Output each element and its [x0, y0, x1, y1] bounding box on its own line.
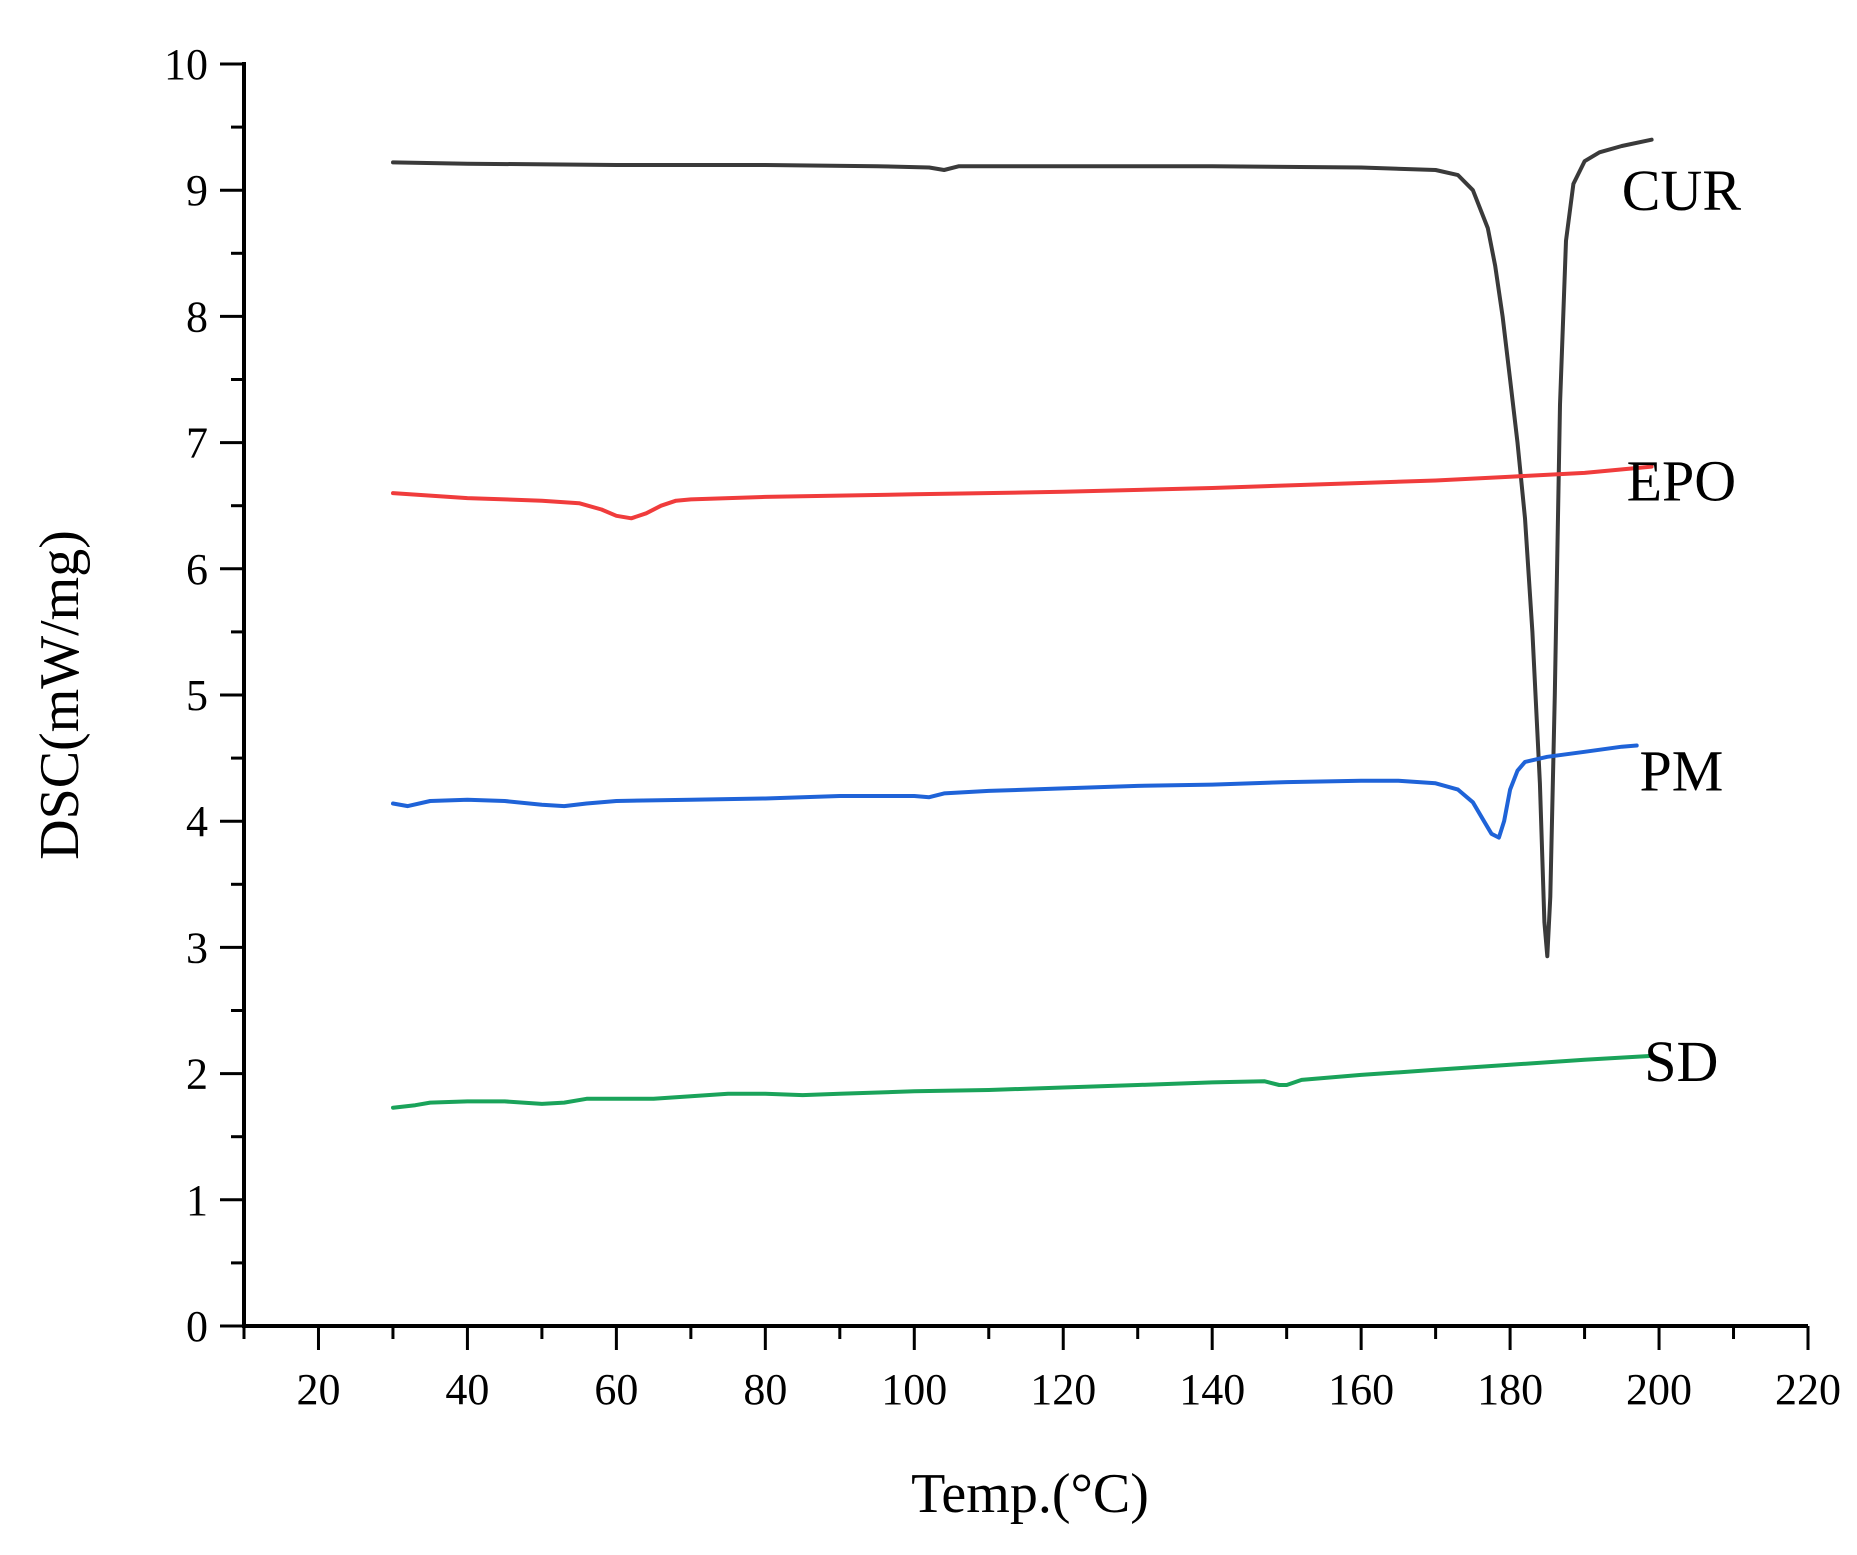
- y-tick-label: 4: [186, 797, 208, 846]
- y-tick-label: 9: [186, 166, 208, 215]
- axes: [242, 62, 1808, 1328]
- y-tick-label: 2: [186, 1050, 208, 1099]
- series-lines: [391, 137, 1654, 1110]
- x-tick-label: 200: [1626, 1365, 1692, 1414]
- series-label-epo: EPO: [1627, 448, 1737, 513]
- series-label-pm: PM: [1639, 739, 1723, 804]
- y-tick-label: 3: [186, 923, 208, 972]
- x-tick-label: 120: [1030, 1365, 1096, 1414]
- x-tick-label: 40: [445, 1365, 489, 1414]
- y-tick-label: 6: [186, 545, 208, 594]
- x-tick-label: 220: [1775, 1365, 1841, 1414]
- x-tick-label: 180: [1477, 1365, 1543, 1414]
- y-tick-label: 10: [164, 40, 208, 89]
- x-tick-label: 20: [296, 1365, 340, 1414]
- y-tick-label: 1: [186, 1176, 208, 1225]
- y-tick-label: 5: [186, 671, 208, 720]
- y-axis-title: DSC(mW/mg): [29, 530, 91, 860]
- y-tick-label: 7: [186, 419, 208, 468]
- ticks: 0 1 2 3 4 5 6 7 8 9 10 20 40 60 80 100 120 140 160 180 200 22…: [164, 40, 1841, 1414]
- x-tick-label: 80: [743, 1365, 787, 1414]
- y-tick-label: 8: [186, 292, 208, 341]
- series-line-cur: [391, 137, 1654, 959]
- series-labels: CUR EPO PM SD: [1622, 158, 1742, 1094]
- series-label-cur: CUR: [1622, 158, 1742, 223]
- series-line-epo: [391, 464, 1654, 521]
- x-tick-label: 60: [594, 1365, 638, 1414]
- series-line-pm: [391, 743, 1639, 840]
- x-tick-label: 140: [1179, 1365, 1245, 1414]
- x-tick-label: 100: [881, 1365, 947, 1414]
- y-tick-label: 0: [186, 1302, 208, 1351]
- x-axis-title: Temp.(°C): [911, 1463, 1149, 1525]
- series-label-sd: SD: [1644, 1029, 1718, 1094]
- x-tick-label: 160: [1328, 1365, 1394, 1414]
- series-line-sd: [391, 1053, 1654, 1110]
